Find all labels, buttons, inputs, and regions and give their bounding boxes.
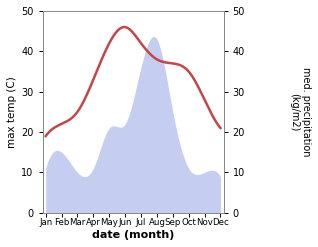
X-axis label: date (month): date (month) xyxy=(92,230,174,240)
Y-axis label: med. precipitation
(kg/m2): med. precipitation (kg/m2) xyxy=(289,67,311,157)
Y-axis label: max temp (C): max temp (C) xyxy=(7,76,17,148)
